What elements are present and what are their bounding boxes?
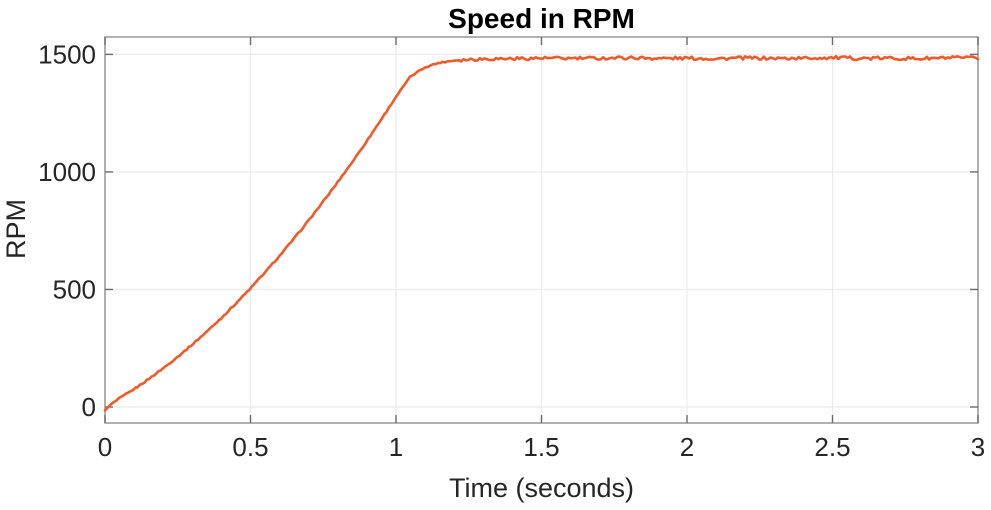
- x-tick-label: 1: [389, 432, 403, 462]
- x-tick-label: 0.5: [232, 432, 268, 462]
- x-tick-label: 0: [98, 432, 112, 462]
- y-tick-label: 1500: [38, 39, 96, 69]
- x-axis-label: Time (seconds): [448, 473, 635, 503]
- x-tick-label: 1.5: [523, 432, 559, 462]
- speed-line: [103, 54, 980, 412]
- y-axis-label: RPM: [1, 199, 31, 259]
- x-tick-label: 3: [971, 432, 985, 462]
- y-tick-label: 0: [82, 392, 96, 422]
- y-tick-label: 500: [53, 274, 96, 304]
- y-tick-label: 1000: [38, 157, 96, 187]
- x-tick-label: 2: [680, 432, 694, 462]
- x-tick-label: 2.5: [814, 432, 850, 462]
- chart-title: Speed in RPM: [448, 3, 635, 34]
